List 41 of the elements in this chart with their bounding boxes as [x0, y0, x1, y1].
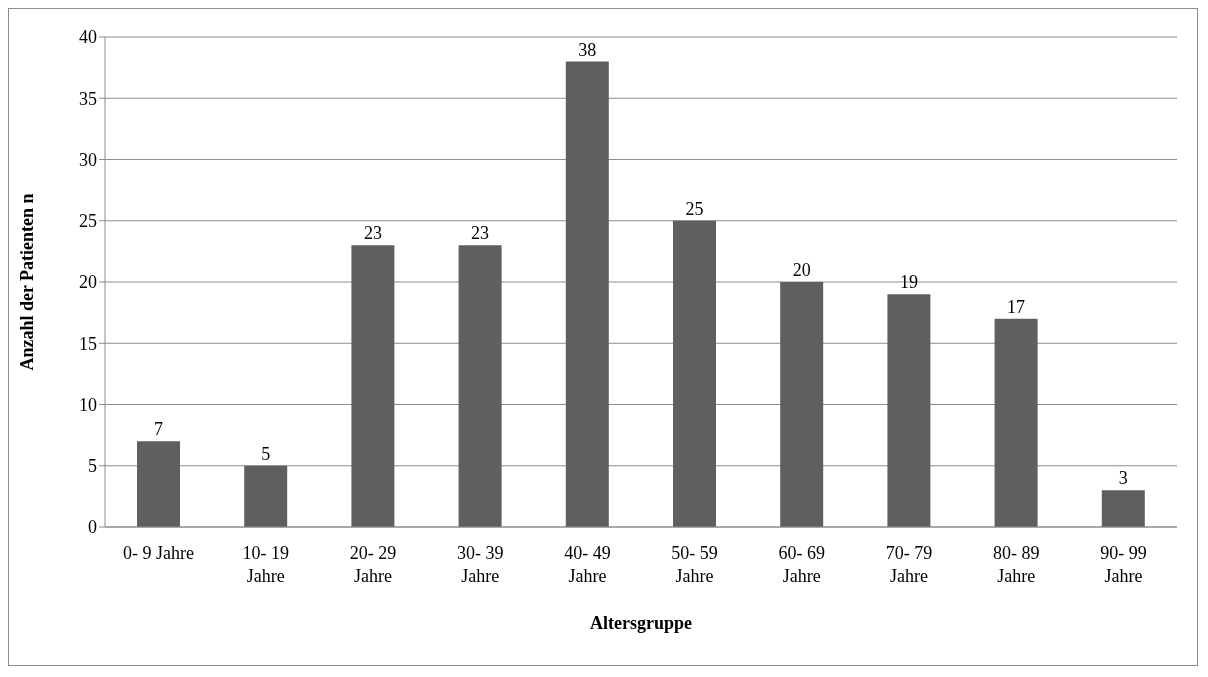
x-tick-label: 10- 19 Jahre: [242, 543, 290, 586]
data-label: 17: [1007, 296, 1026, 317]
x-tick-label: 50- 59 Jahre: [671, 543, 718, 586]
y-tick-label: 10: [79, 394, 97, 415]
y-tick-label: 35: [79, 88, 97, 109]
x-tick-label: 20- 29 Jahre: [349, 543, 397, 586]
x-axis-title: Altersgruppe: [590, 613, 692, 633]
bar: [458, 245, 502, 527]
bar: [137, 441, 180, 527]
y-tick-label: 0: [88, 517, 97, 538]
bar: [780, 282, 824, 527]
data-label: 19: [899, 272, 918, 293]
data-label: 23: [471, 223, 490, 244]
y-axis-title: Anzahl der Patienten n: [17, 193, 38, 371]
data-label: 20: [792, 260, 811, 280]
y-tick-label: 15: [79, 333, 97, 354]
bar: [244, 465, 288, 527]
bar: [351, 245, 395, 527]
x-tick-label: 60- 69 Jahre: [778, 543, 826, 586]
bar: [1101, 490, 1145, 527]
y-tick-label: 5: [88, 456, 97, 477]
x-tick-label: 40- 49 Jahre: [564, 543, 611, 586]
data-label: 25: [685, 198, 704, 219]
data-label: 7: [154, 419, 163, 440]
y-tick-label: 40: [79, 27, 97, 48]
bar: [673, 220, 716, 527]
bar: [994, 318, 1038, 527]
data-label: 3: [1118, 468, 1128, 489]
bar: [565, 61, 609, 527]
bar: [887, 294, 931, 527]
data-label: 5: [261, 443, 271, 464]
data-label: 23: [363, 223, 382, 244]
x-tick-label: 90- 99 Jahre: [1100, 543, 1147, 586]
x-tick-label: 70- 79 Jahre: [885, 543, 933, 586]
data-label: 38: [578, 39, 597, 60]
x-tick-label: 80- 89 Jahre: [992, 543, 1040, 586]
x-tick-label: 0- 9 Jahre: [123, 543, 195, 564]
y-tick-label: 25: [79, 211, 97, 232]
y-tick-label: 20: [79, 272, 97, 293]
y-tick-label: 30: [79, 149, 97, 170]
x-tick-label: 30- 39 Jahre: [456, 543, 504, 586]
